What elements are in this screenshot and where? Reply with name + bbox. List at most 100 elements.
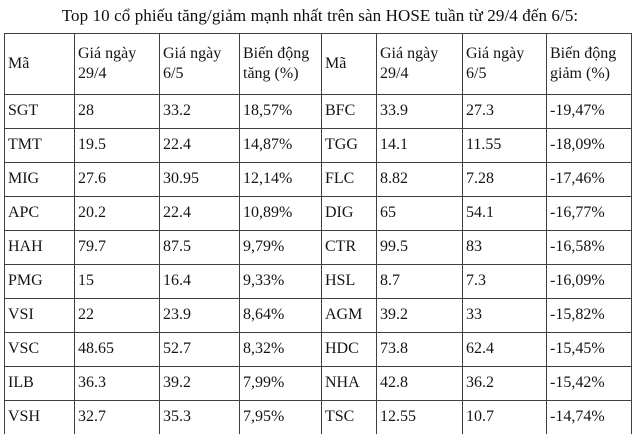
stock-table: Mã Giá ngày 29/4 Giá ngày 6/5 Biến động … <box>4 33 632 434</box>
table-cell: -14,74% <box>546 400 632 434</box>
table-cell: 9,79% <box>239 230 322 265</box>
table-body: SGT 28 33.2 18,57% BFC 33.9 27.3 -19,47% TMT 19.5… <box>4 94 632 434</box>
table-cell: 35.3 <box>159 400 240 434</box>
table-row: ILB 36.3 39.2 7,99% NHA 42.8 36.2 -15,42% <box>4 366 632 401</box>
table-cell: HDC <box>321 332 377 367</box>
table-cell: 7.3 <box>462 264 547 299</box>
table-cell: CTR <box>321 230 377 265</box>
table-cell: HSL <box>321 264 377 299</box>
table-cell: AGM <box>321 298 377 333</box>
table-cell: TMT <box>4 128 75 163</box>
table-cell: 8.7 <box>376 264 463 299</box>
table-cell: 18,57% <box>239 94 322 129</box>
table-cell: 99.5 <box>376 230 463 265</box>
table-cell: -15,45% <box>546 332 632 367</box>
table-cell: VSH <box>4 400 75 434</box>
table-cell: -16,77% <box>546 196 632 231</box>
table-cell: 30.95 <box>159 162 240 197</box>
column-header-code-losers: Mã <box>321 33 377 95</box>
table-cell: 15 <box>74 264 160 299</box>
table-cell: 22.4 <box>159 128 240 163</box>
table-cell: 36.3 <box>74 366 160 401</box>
table-cell: -17,46% <box>546 162 632 197</box>
table-cell: HAH <box>4 230 75 265</box>
table-cell: 33.2 <box>159 94 240 129</box>
table-cell: 12,14% <box>239 162 322 197</box>
table-cell: 7,95% <box>239 400 322 434</box>
table-cell: VSC <box>4 332 75 367</box>
table-row: VSC 48.65 52.7 8,32% HDC 73.8 62.4 -15,45% <box>4 332 632 367</box>
table-cell: 36.2 <box>462 366 547 401</box>
table-cell: 22 <box>74 298 160 333</box>
table-cell: 39.2 <box>376 298 463 333</box>
table-cell: 79.7 <box>74 230 160 265</box>
table-cell: 62.4 <box>462 332 547 367</box>
table-cell: TGG <box>321 128 377 163</box>
column-header-code-gainers: Mã <box>4 33 75 95</box>
header-row: Mã Giá ngày 29/4 Giá ngày 6/5 Biến động … <box>4 33 632 95</box>
table-cell: VSI <box>4 298 75 333</box>
table-cell: 65 <box>376 196 463 231</box>
table-cell: 32.7 <box>74 400 160 434</box>
table-cell: 14,87% <box>239 128 322 163</box>
table-cell: 22.4 <box>159 196 240 231</box>
column-header-price-6-5-gainers: Giá ngày 6/5 <box>159 33 240 95</box>
table-cell: 42.8 <box>376 366 463 401</box>
table-header: Mã Giá ngày 29/4 Giá ngày 6/5 Biến động … <box>4 33 632 95</box>
table-row: HAH 79.7 87.5 9,79% CTR 99.5 83 -16,58% <box>4 230 632 265</box>
table-cell: BFC <box>321 94 377 129</box>
table-cell: PMG <box>4 264 75 299</box>
table-cell: 87.5 <box>159 230 240 265</box>
table-row: MIG 27.6 30.95 12,14% FLC 8.82 7.28 -17,46% <box>4 162 632 197</box>
table-cell: TSC <box>321 400 377 434</box>
table-cell: 52.7 <box>159 332 240 367</box>
table-cell: -15,82% <box>546 298 632 333</box>
table-cell: 28 <box>74 94 160 129</box>
column-header-change-down: Biến động giảm (%) <box>546 33 632 95</box>
table-cell: 73.8 <box>376 332 463 367</box>
column-header-price-6-5-losers: Giá ngày 6/5 <box>462 33 547 95</box>
table-cell: 27.3 <box>462 94 547 129</box>
table-row: PMG 15 16.4 9,33% HSL 8.7 7.3 -16,09% <box>4 264 632 299</box>
table-cell: -15,42% <box>546 366 632 401</box>
table-cell: DIG <box>321 196 377 231</box>
table-cell: 23.9 <box>159 298 240 333</box>
table-row: VSI 22 23.9 8,64% AGM 39.2 33 -15,82% <box>4 298 632 333</box>
table-cell: 20.2 <box>74 196 160 231</box>
table-cell: MIG <box>4 162 75 197</box>
table-cell: 19.5 <box>74 128 160 163</box>
table-cell: 7,99% <box>239 366 322 401</box>
table-cell: 8.82 <box>376 162 463 197</box>
table-cell: -16,58% <box>546 230 632 265</box>
table-row: TMT 19.5 22.4 14,87% TGG 14.1 11.55 -18,09% <box>4 128 632 163</box>
table-cell: 12.55 <box>376 400 463 434</box>
column-header-change-up: Biến động tăng (%) <box>239 33 322 95</box>
table-cell: -18,09% <box>546 128 632 163</box>
table-cell: 7.28 <box>462 162 547 197</box>
table-cell: -16,09% <box>546 264 632 299</box>
table-cell: ILB <box>4 366 75 401</box>
table-cell: 48.65 <box>74 332 160 367</box>
table-cell: APC <box>4 196 75 231</box>
table-cell: SGT <box>4 94 75 129</box>
table-row: APC 20.2 22.4 10,89% DIG 65 54.1 -16,77% <box>4 196 632 231</box>
table-cell: 14.1 <box>376 128 463 163</box>
table-cell: 8,32% <box>239 332 322 367</box>
page-title: Top 10 cổ phiếu tăng/giảm mạnh nhất trên… <box>61 6 579 25</box>
table-cell: 9,33% <box>239 264 322 299</box>
table-cell: 33 <box>462 298 547 333</box>
table-cell: 27.6 <box>74 162 160 197</box>
table-cell: 10.7 <box>462 400 547 434</box>
table-cell: 83 <box>462 230 547 265</box>
table-cell: 8,64% <box>239 298 322 333</box>
table-cell: NHA <box>321 366 377 401</box>
table-cell: FLC <box>321 162 377 197</box>
table-cell: 11.55 <box>462 128 547 163</box>
table-cell: 54.1 <box>462 196 547 231</box>
table-row: SGT 28 33.2 18,57% BFC 33.9 27.3 -19,47% <box>4 94 632 129</box>
table-cell: 16.4 <box>159 264 240 299</box>
column-header-price-29-4-losers: Giá ngày 29/4 <box>376 33 463 95</box>
table-row: VSH 32.7 35.3 7,95% TSC 12.55 10.7 -14,74% <box>4 400 632 434</box>
table-cell: -19,47% <box>546 94 632 129</box>
